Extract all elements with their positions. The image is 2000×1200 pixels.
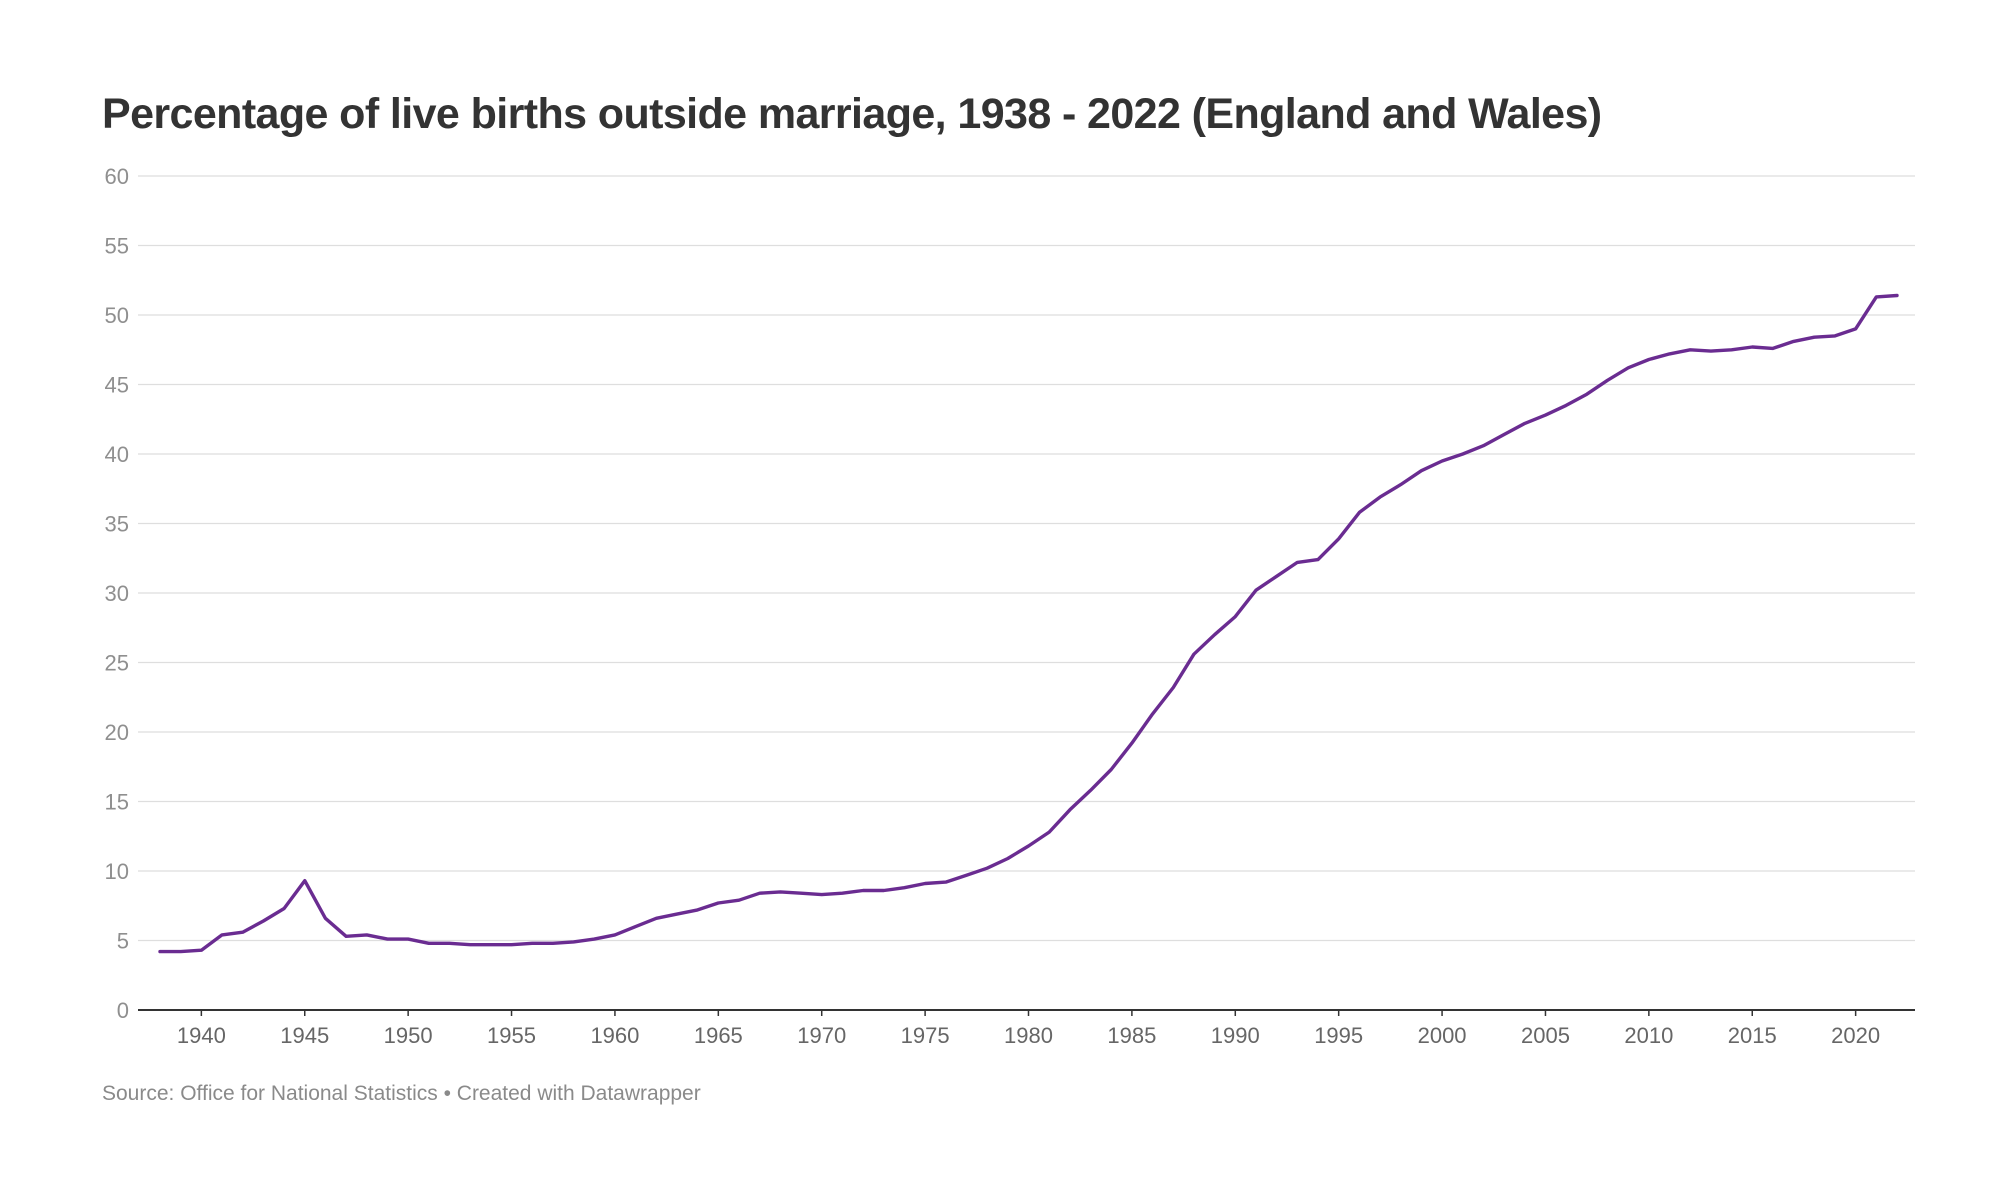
y-tick-label: 0 [117, 998, 129, 1023]
y-tick-label: 30 [105, 581, 129, 606]
x-tick-label: 2005 [1521, 1023, 1570, 1048]
y-tick-label: 60 [105, 164, 129, 189]
y-tick-label: 25 [105, 651, 129, 676]
x-tick-label: 1955 [487, 1023, 536, 1048]
x-tick-label: 1940 [177, 1023, 226, 1048]
x-tick-label: 1980 [1004, 1023, 1053, 1048]
y-axis-ticks: 0 5 10 15 20 25 30 35 40 45 50 55 60 [105, 164, 129, 1023]
x-tick-label: 1960 [590, 1023, 639, 1048]
x-tick-label: 2020 [1831, 1023, 1880, 1048]
x-tick-label: 1965 [694, 1023, 743, 1048]
y-tick-label: 50 [105, 303, 129, 328]
x-tick-label: 1995 [1314, 1023, 1363, 1048]
x-tick-label: 1945 [280, 1023, 329, 1048]
y-tick-label: 5 [117, 929, 129, 954]
gridlines [138, 175, 1915, 942]
y-tick-label: 45 [105, 373, 129, 398]
x-tick-label: 2000 [1418, 1023, 1467, 1048]
x-tick-label: 1990 [1211, 1023, 1260, 1048]
y-tick-label: 20 [105, 720, 129, 745]
x-tick-label: 1985 [1107, 1023, 1156, 1048]
x-tick-label: 2010 [1624, 1023, 1673, 1048]
x-tick-label: 1970 [797, 1023, 846, 1048]
y-tick-label: 55 [105, 234, 129, 259]
series-line [158, 293, 1899, 954]
chart-title: Percentage of live births outside marria… [102, 90, 1602, 138]
x-axis-ticks: 1940 1945 1950 1955 1960 1965 1970 1975 1980 1985… [177, 1010, 1880, 1048]
y-tick-label: 35 [105, 512, 129, 537]
x-tick-label: 1975 [901, 1023, 950, 1048]
series-lines [158, 293, 1899, 954]
x-tick-label: 1950 [384, 1023, 433, 1048]
y-tick-label: 10 [105, 859, 129, 884]
y-tick-label: 15 [105, 790, 129, 815]
y-tick-label: 40 [105, 442, 129, 467]
x-tick-label: 2015 [1728, 1023, 1777, 1048]
source-note: Source: Office for National Statistics •… [102, 1082, 701, 1105]
